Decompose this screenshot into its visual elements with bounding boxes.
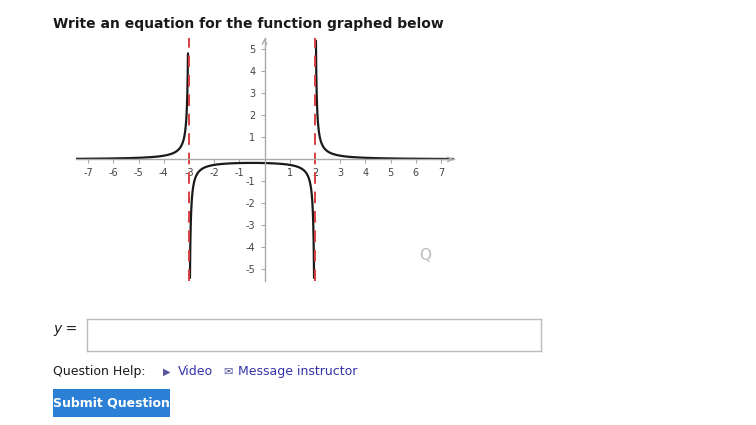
Text: Write an equation for the function graphed below: Write an equation for the function graph… — [53, 17, 444, 31]
Text: ✉: ✉ — [223, 367, 232, 377]
Text: Question Help:: Question Help: — [53, 366, 146, 378]
Text: Message instructor: Message instructor — [238, 366, 358, 378]
Text: Video: Video — [178, 366, 212, 378]
Text: ▶: ▶ — [163, 367, 170, 377]
Text: Q: Q — [419, 249, 431, 264]
Text: y =: y = — [53, 323, 77, 336]
Text: Submit Question: Submit Question — [53, 396, 170, 409]
